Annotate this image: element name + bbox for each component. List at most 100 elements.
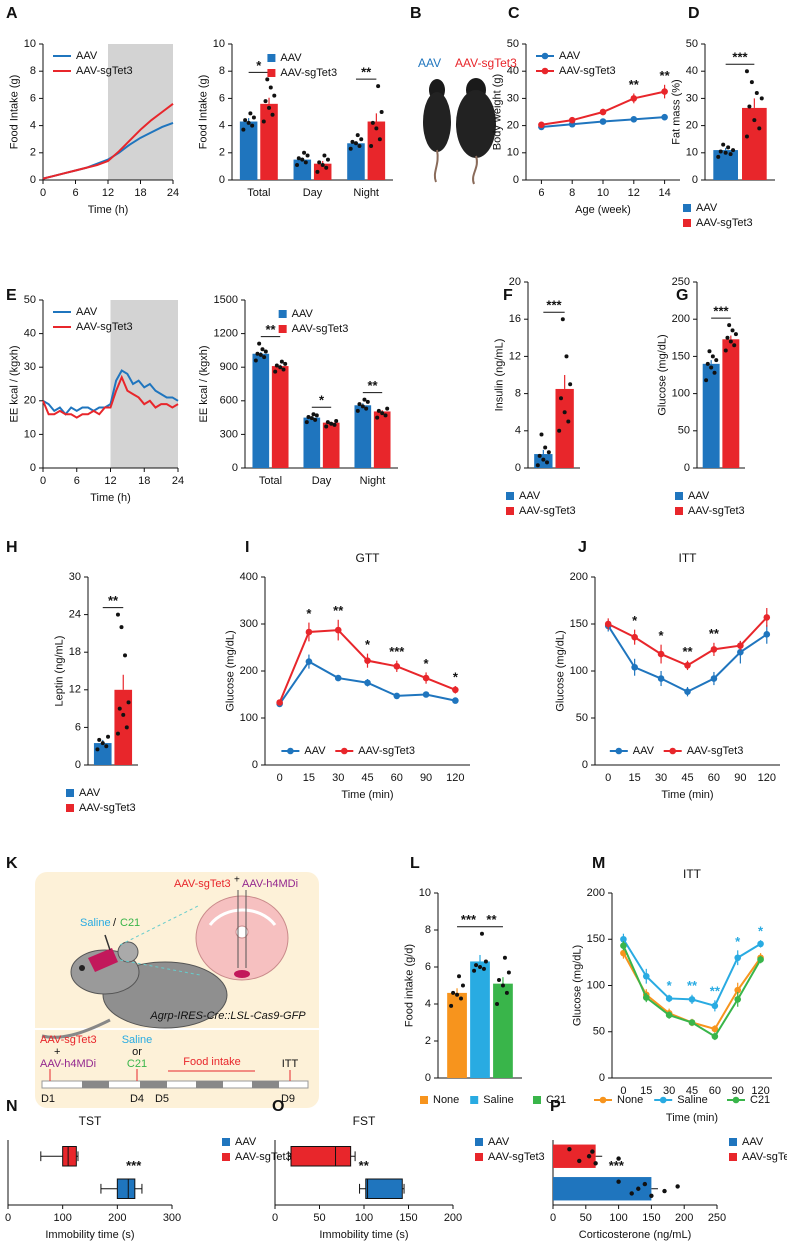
legend-swatch xyxy=(729,1138,737,1146)
data-dot xyxy=(123,653,128,658)
mouse-body xyxy=(456,90,496,158)
zoom-line xyxy=(119,959,201,976)
data-dot xyxy=(253,358,258,363)
y-tick-label: 0 xyxy=(252,759,258,771)
data-dot xyxy=(725,335,730,340)
significance: ** xyxy=(660,68,671,83)
y-tick-label: 2 xyxy=(425,1035,431,1047)
y-tick-label: 6 xyxy=(425,961,431,973)
y-tick-label: 0 xyxy=(30,174,36,186)
x-tick-label: 12 xyxy=(628,187,640,199)
y-tick-label: 12 xyxy=(69,684,81,696)
legend-swatch xyxy=(341,747,348,755)
data-dot xyxy=(262,355,267,360)
series-line xyxy=(42,103,174,180)
legend-swatch xyxy=(506,492,514,500)
legend-label: AAV xyxy=(633,745,655,757)
data-dot xyxy=(295,163,300,168)
x-axis-label: Immobility time (s) xyxy=(319,1229,408,1241)
data-dot xyxy=(649,1193,654,1198)
data-dot xyxy=(302,150,307,155)
legend-swatch xyxy=(541,67,549,75)
x-axis-label: Time (h) xyxy=(88,204,129,216)
treatment-label: C21 xyxy=(120,917,140,929)
legend-label: AAV-sgTet3 xyxy=(559,65,616,77)
y-tick-label: 4 xyxy=(425,998,431,1010)
legend-swatch xyxy=(615,747,623,755)
y-tick-label: 200 xyxy=(240,665,258,677)
data-dot xyxy=(334,418,339,423)
data-point xyxy=(452,697,459,704)
x-tick-label: 6 xyxy=(74,475,80,487)
mouse-tail xyxy=(41,1018,111,1039)
data-dot xyxy=(543,445,548,450)
data-dot xyxy=(304,420,309,425)
data-dot xyxy=(705,361,710,366)
y-tick-label: 20 xyxy=(24,395,36,407)
y-tick-label: 200 xyxy=(570,571,588,583)
data-point xyxy=(630,95,638,102)
y-tick-label: 0 xyxy=(219,174,225,186)
treatment-label: / xyxy=(113,917,117,929)
bar xyxy=(354,405,372,468)
data-point xyxy=(684,662,691,669)
legend-label: AAV xyxy=(76,50,98,62)
y-tick-label: 600 xyxy=(220,395,238,407)
data-dot xyxy=(296,156,301,161)
panel-letter: K xyxy=(6,855,18,872)
data-point xyxy=(305,628,313,636)
data-dot xyxy=(629,1191,634,1196)
legend-label: AAV-sgTet3 xyxy=(358,745,415,757)
legend-label: AAV xyxy=(742,1136,764,1148)
data-dot xyxy=(350,139,355,144)
data-point xyxy=(657,650,665,658)
x-tick-label: 100 xyxy=(355,1212,373,1224)
data-dot xyxy=(357,402,362,407)
data-dot xyxy=(97,737,102,742)
x-tick-label: 0 xyxy=(605,772,611,784)
panel-letter: F xyxy=(503,287,513,304)
data-dot xyxy=(537,453,542,458)
timeline-label: + xyxy=(54,1046,60,1058)
panel-letter: D xyxy=(688,5,700,22)
timeline-bar xyxy=(41,1080,309,1089)
x-tick-label: 60 xyxy=(391,772,403,784)
y-tick-label: 50 xyxy=(686,38,698,50)
data-dot xyxy=(250,123,255,128)
panel-b: B AAV AAV-sgTet3 xyxy=(410,5,517,185)
legend-swatch xyxy=(267,69,276,77)
bar xyxy=(493,983,513,1078)
data-dot xyxy=(117,706,122,711)
data-dot xyxy=(385,406,390,411)
data-dot xyxy=(502,955,507,960)
bar xyxy=(555,388,574,468)
x-tick-label: Total xyxy=(259,475,282,487)
data-dot xyxy=(564,354,569,359)
y-tick-label: 10 xyxy=(213,38,225,50)
data-dot xyxy=(270,112,275,117)
data-dot xyxy=(272,93,277,98)
chart-title: TST xyxy=(79,1114,102,1128)
legend-label: AAV xyxy=(519,490,541,502)
data-point xyxy=(763,631,771,638)
x-axis-label: Time (h) xyxy=(90,492,131,504)
data-point xyxy=(334,626,342,634)
data-dot xyxy=(300,157,305,162)
y-tick-label: 8 xyxy=(219,65,225,77)
data-point xyxy=(710,646,718,653)
legend-swatch xyxy=(729,1153,737,1161)
data-dot xyxy=(325,157,330,162)
data-point xyxy=(657,675,665,682)
bar xyxy=(553,1177,652,1201)
data-point xyxy=(665,1011,673,1019)
y-tick-label: 150 xyxy=(672,350,690,362)
data-dot xyxy=(379,110,384,114)
data-point xyxy=(734,986,742,994)
data-dot xyxy=(324,424,329,429)
legend-swatch xyxy=(659,1096,667,1104)
data-dot xyxy=(675,1184,680,1189)
timeline-dark xyxy=(140,1081,167,1088)
data-dot xyxy=(279,359,284,364)
y-axis-label: Fat mass (%) xyxy=(671,79,683,144)
data-dot xyxy=(263,349,268,354)
